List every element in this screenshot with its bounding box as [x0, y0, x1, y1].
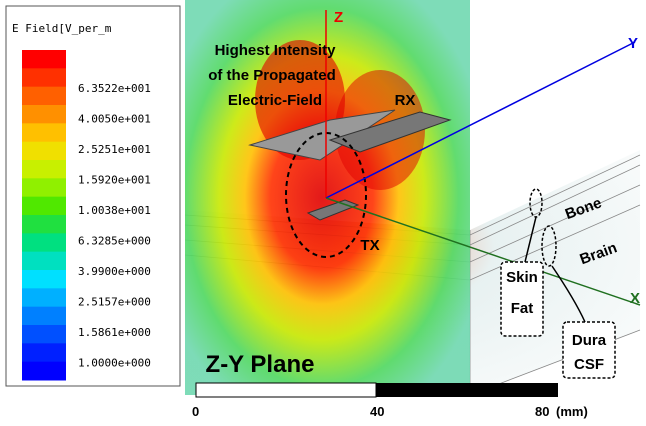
plane-label: Z-Y Plane [206, 351, 315, 378]
legend-label: 1.5920e+001 [78, 174, 151, 187]
tissue-label: Skin [506, 269, 538, 286]
legend-label: 1.0038e+001 [78, 204, 151, 217]
color-swatch [22, 50, 66, 69]
color-swatch [22, 160, 66, 179]
scale-tick: 0 [192, 404, 199, 419]
color-swatch [22, 142, 66, 161]
annotation: of the Propagated [208, 67, 336, 84]
scale-tick: 40 [370, 404, 384, 419]
color-swatch [22, 87, 66, 106]
color-swatch [22, 270, 66, 289]
legend-label: 2.5157e+000 [78, 296, 151, 309]
color-swatch [22, 343, 66, 362]
color-swatch [22, 307, 66, 326]
legend-label: 2.5251e+001 [78, 143, 151, 156]
legend-label: 1.5861e+000 [78, 326, 151, 339]
color-swatch [22, 68, 66, 87]
rx-label: RX [395, 92, 416, 109]
color-scale [22, 50, 66, 381]
tissue-label: CSF [574, 356, 604, 373]
legend-title: E Field[V_per_m [12, 22, 112, 35]
z-label: Z [334, 9, 343, 26]
color-swatch [22, 325, 66, 344]
tissue-label: Dura [572, 332, 607, 349]
y-label: Y [628, 35, 638, 52]
scale-tick: 80 [535, 404, 549, 419]
color-swatch [22, 178, 66, 197]
legend-label: 6.3522e+001 [78, 82, 151, 95]
figure: Z Y X Highest Intensity of the Propagate… [0, 0, 646, 426]
legend-label: 3.9900e+000 [78, 265, 151, 278]
tissue-label: Fat [511, 300, 534, 317]
annotation: Electric-Field [228, 92, 322, 109]
color-swatch [22, 362, 66, 381]
x-label: X [630, 290, 640, 307]
color-swatch [22, 215, 66, 234]
tx-label: TX [360, 237, 379, 254]
color-swatch [22, 123, 66, 142]
color-swatch [22, 252, 66, 271]
legend-label: 1.0000e+000 [78, 357, 151, 370]
annotation: Highest Intensity [215, 42, 337, 59]
legend-label: 6.3285e+000 [78, 235, 151, 248]
scale-unit: (mm) [556, 404, 588, 419]
color-swatch [22, 233, 66, 252]
scale-bar-light [196, 383, 376, 397]
color-swatch [22, 288, 66, 307]
legend-label: 4.0050e+001 [78, 113, 151, 126]
color-swatch [22, 197, 66, 216]
scale-bar-dark [376, 383, 558, 397]
color-swatch [22, 105, 66, 124]
